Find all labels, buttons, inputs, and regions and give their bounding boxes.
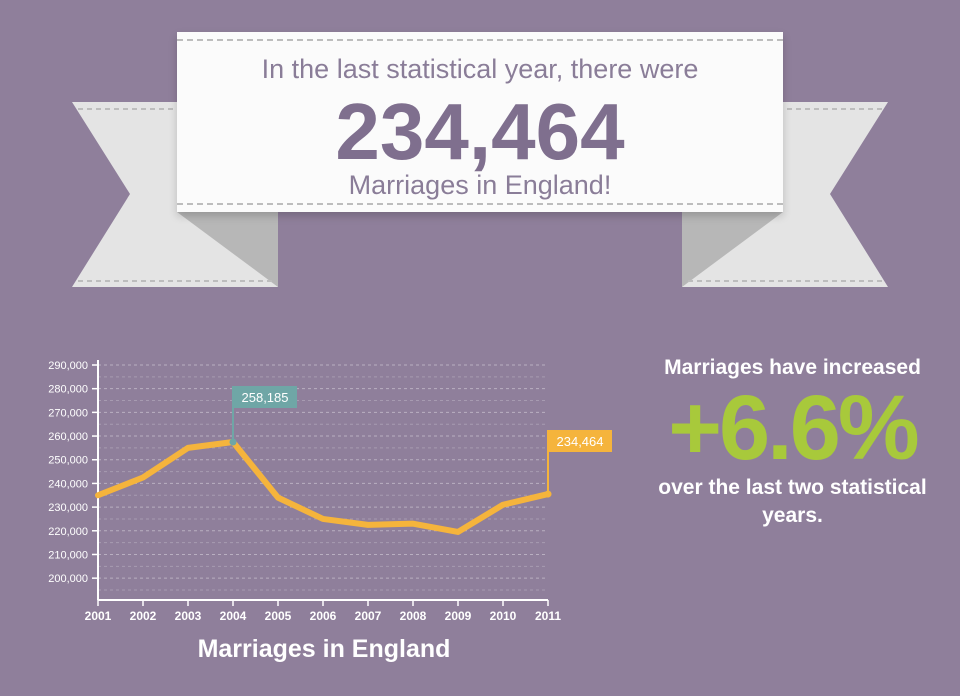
x-tick-label: 2009 bbox=[445, 609, 472, 623]
banner-top-stitch bbox=[177, 39, 783, 41]
data-point bbox=[412, 523, 414, 525]
x-tick-label: 2007 bbox=[355, 609, 382, 623]
y-tick-label: 280,000 bbox=[48, 384, 88, 396]
y-tick-label: 270,000 bbox=[48, 407, 88, 419]
chart-title: Marriages in England bbox=[198, 635, 451, 663]
y-tick-label: 200,000 bbox=[48, 573, 88, 585]
y-tick-label: 290,000 bbox=[48, 360, 88, 372]
x-tick-label: 2001 bbox=[85, 609, 112, 623]
y-tick-label: 240,000 bbox=[48, 478, 88, 490]
data-point bbox=[97, 494, 99, 496]
chart-grid bbox=[98, 364, 548, 591]
banner-bottom-stitch bbox=[177, 203, 783, 205]
banner-outro-text: Marriages in England! bbox=[348, 170, 612, 200]
data-point bbox=[187, 447, 189, 449]
callout-flag bbox=[548, 430, 612, 452]
y-tick-labels: 290,000 280,000 270,000 260,000 250,000 240,0… bbox=[48, 360, 88, 585]
data-point bbox=[322, 518, 324, 520]
chart-axes bbox=[92, 360, 549, 606]
x-tick-label: 2004 bbox=[220, 609, 247, 623]
x-tick-label: 2002 bbox=[130, 609, 157, 623]
x-tick-label: 2003 bbox=[175, 609, 202, 623]
x-tick-label: 2010 bbox=[490, 609, 517, 623]
data-point bbox=[457, 531, 459, 533]
x-tick-label: 2006 bbox=[310, 609, 337, 623]
y-tick-label: 260,000 bbox=[48, 431, 88, 443]
data-point bbox=[367, 524, 369, 526]
y-tick-label: 230,000 bbox=[48, 502, 88, 514]
data-point bbox=[277, 497, 279, 499]
stat-percent-increase: +6.6% bbox=[668, 377, 919, 479]
banner-marriage-count: 234,464 bbox=[335, 87, 625, 176]
headline-banner: In the last statistical year, there were… bbox=[177, 32, 783, 212]
y-tick-label: 250,000 bbox=[48, 455, 88, 467]
chart-annotations: 258,185 234,464 bbox=[229, 386, 612, 498]
stat-intro-text: Marriages have increased bbox=[664, 356, 921, 379]
x-tick-label: 2005 bbox=[265, 609, 292, 623]
callout-flag bbox=[233, 386, 297, 408]
x-tick-label: 2011 bbox=[535, 609, 561, 623]
x-tick-labels: 2001 2002 2003 2004 2005 2006 2007 2008 2009 2010… bbox=[85, 609, 562, 623]
x-tick-label: 2008 bbox=[400, 609, 427, 623]
stat-outro-text: over the last two statistical years. bbox=[658, 476, 927, 527]
y-tick-label: 220,000 bbox=[48, 526, 88, 538]
banner-intro-text: In the last statistical year, there were bbox=[261, 54, 699, 84]
callout-label: 234,464 bbox=[557, 434, 604, 449]
y-tick-label: 210,000 bbox=[48, 549, 88, 561]
callout-label: 258,185 bbox=[242, 390, 289, 405]
callout-dot bbox=[229, 438, 237, 446]
data-point bbox=[502, 504, 504, 506]
callout-dot bbox=[544, 490, 552, 498]
data-point bbox=[142, 477, 144, 478]
